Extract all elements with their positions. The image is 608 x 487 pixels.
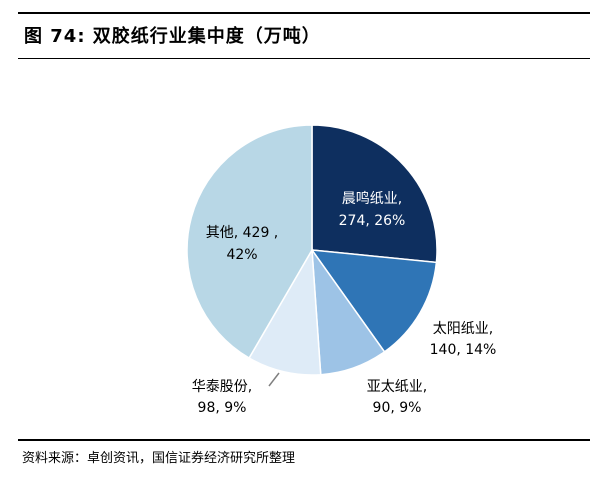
label-yatai-name: 亚太纸业, — [367, 379, 427, 395]
label-taiyang-name: 太阳纸业, — [433, 321, 493, 337]
page-title: 图 74: 双胶纸行业集中度（万吨） — [24, 26, 321, 47]
bottom-rule — [18, 439, 590, 441]
slice-other — [186, 124, 313, 360]
pie-slices — [186, 124, 438, 376]
source-note: 资料来源：卓创资讯，国信证券经济研究所整理 — [22, 451, 296, 466]
slice-huatai — [248, 247, 322, 376]
top-rule — [18, 12, 590, 14]
label-huatai-name: 华泰股份, — [192, 379, 252, 395]
slice-taiyang — [310, 249, 438, 353]
label-other-value: 42% — [226, 247, 257, 263]
slice-chenming — [311, 124, 438, 264]
label-huatai-value: 98, 9% — [198, 400, 247, 416]
title-divider — [18, 58, 590, 59]
label-other-name: 其他, 429 , — [206, 225, 279, 241]
label-yatai-value: 90, 9% — [373, 400, 422, 416]
label-taiyang-value: 140, 14% — [430, 342, 497, 358]
label-chenming-value: 274, 26% — [339, 213, 406, 229]
label-chenming-name: 晨鸣纸业, — [342, 190, 402, 207]
leader-line-huatai — [268, 372, 280, 387]
